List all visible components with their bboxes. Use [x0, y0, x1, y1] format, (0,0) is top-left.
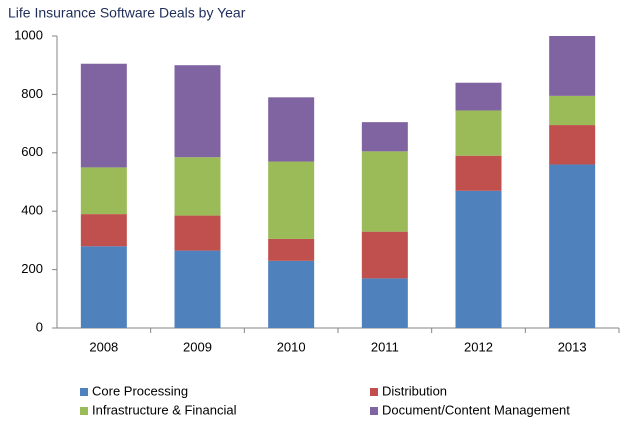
- bar-segment: [361, 231, 408, 279]
- y-tick-label: 400: [21, 203, 43, 218]
- bar-segment: [268, 238, 315, 261]
- legend-label: Core Processing: [92, 383, 188, 398]
- bar-segment: [80, 63, 127, 168]
- bar-segment: [80, 214, 127, 247]
- bar-segment: [268, 97, 315, 162]
- bar-segment: [174, 157, 221, 216]
- bar-segment: [455, 155, 502, 191]
- bar-segment: [549, 164, 596, 328]
- legend-label: Distribution: [382, 383, 447, 398]
- x-tick-label: 2010: [277, 339, 306, 354]
- bar-segment: [361, 122, 408, 152]
- bar-segment: [361, 278, 408, 328]
- y-tick-label: 1000: [14, 27, 43, 42]
- bar-segment: [80, 167, 127, 215]
- y-tick-label: 0: [36, 319, 43, 334]
- legend-swatch: [80, 407, 88, 415]
- bar-segment: [455, 190, 502, 328]
- legend-swatch: [370, 388, 378, 396]
- x-tick-label: 2013: [558, 339, 587, 354]
- chart-title: Life Insurance Software Deals by Year: [8, 5, 246, 21]
- bar-segment: [455, 82, 502, 111]
- bar-segment: [80, 246, 127, 328]
- bar-segment: [268, 260, 315, 328]
- bar-segment: [268, 161, 315, 239]
- bar-segment: [455, 110, 502, 156]
- legend-label: Document/Content Management: [382, 402, 570, 417]
- y-tick-label: 800: [21, 86, 43, 101]
- x-tick-label: 2012: [464, 339, 493, 354]
- bar-segment: [549, 36, 596, 96]
- bar-segment: [361, 151, 408, 232]
- y-tick-label: 600: [21, 144, 43, 159]
- legend-swatch: [370, 407, 378, 415]
- x-tick-label: 2011: [371, 339, 399, 354]
- legend-swatch: [80, 388, 88, 396]
- x-tick-label: 2009: [183, 339, 212, 354]
- bar-segment: [174, 250, 221, 328]
- bar-segment: [174, 65, 221, 158]
- bar-segment: [174, 215, 221, 251]
- x-tick-label: 2008: [89, 339, 118, 354]
- bar-segment: [549, 95, 596, 126]
- y-tick-label: 200: [21, 261, 43, 276]
- legend-label: Infrastructure & Financial: [92, 402, 237, 417]
- bar-segment: [549, 125, 596, 165]
